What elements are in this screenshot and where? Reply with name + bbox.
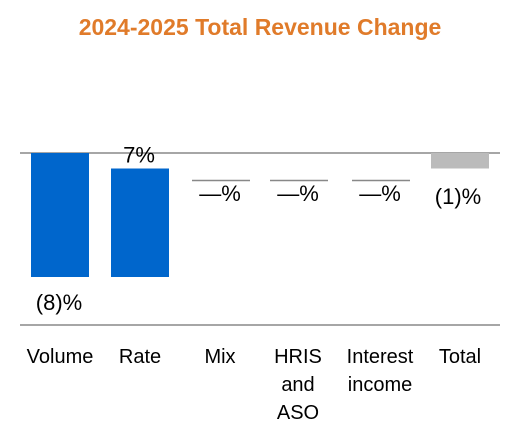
category-label: Rate xyxy=(119,346,161,368)
data-label: (1)% xyxy=(435,184,481,209)
bar-0 xyxy=(31,153,89,277)
data-label: —% xyxy=(199,181,241,206)
data-label: —% xyxy=(359,181,401,206)
data-label: 7% xyxy=(123,143,155,168)
category-label: Volume xyxy=(27,346,94,368)
bar-5 xyxy=(431,153,489,169)
bar-1 xyxy=(111,168,169,277)
category-label: Interest xyxy=(347,346,414,368)
category-label: Mix xyxy=(204,346,235,368)
category-label: HRIS xyxy=(274,346,322,368)
data-label: (8)% xyxy=(36,290,82,315)
data-label: —% xyxy=(277,181,319,206)
category-label: income xyxy=(348,374,412,396)
chart-title: 2024-2025 Total Revenue Change xyxy=(78,14,442,40)
category-label: and xyxy=(281,374,314,396)
category-label: ASO xyxy=(277,402,319,424)
category-label: Total xyxy=(439,346,481,368)
